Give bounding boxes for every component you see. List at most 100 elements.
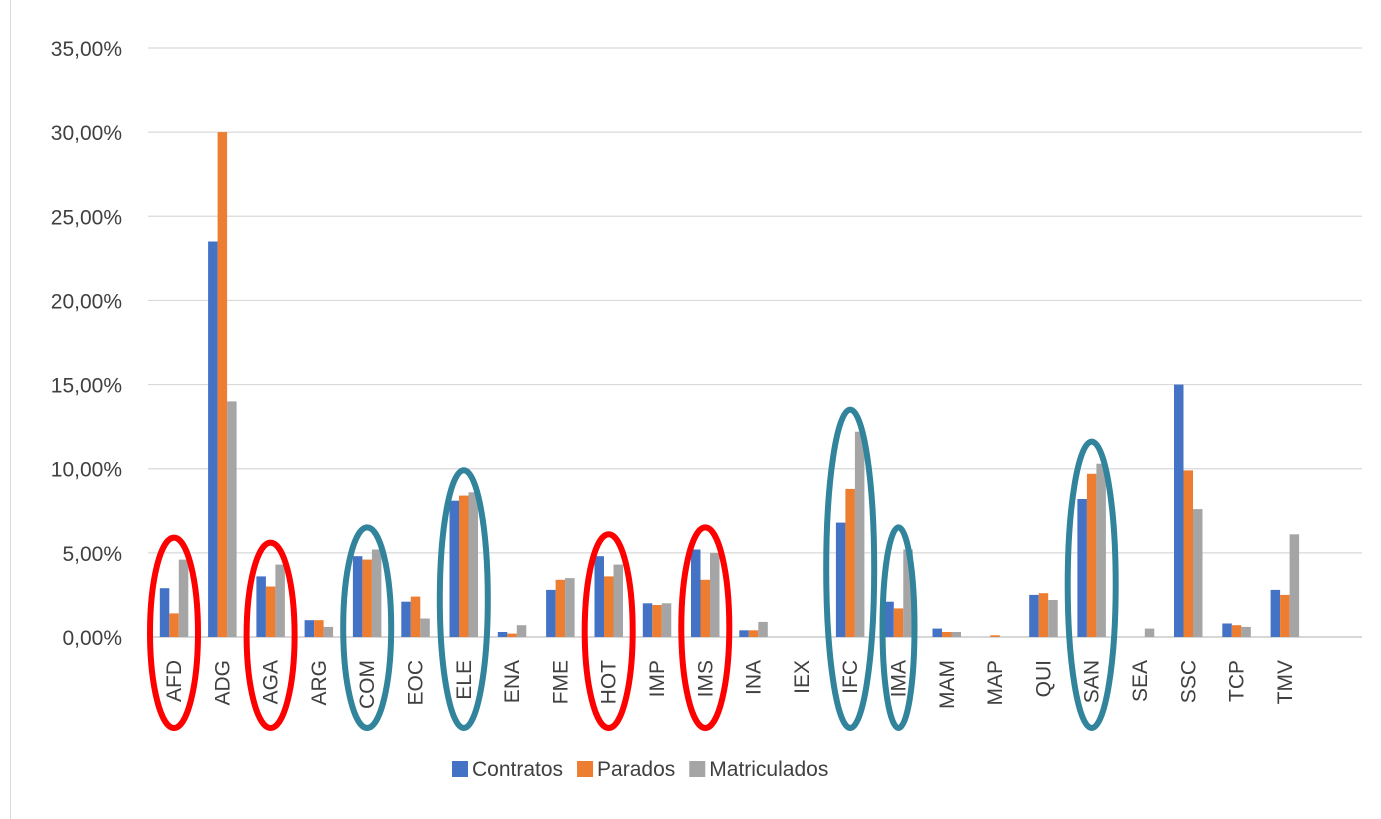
bar-matriculados-arg: [323, 626, 334, 637]
x-tick-label: IFC: [839, 660, 862, 694]
bar-contratos-tcp: [1222, 623, 1232, 637]
bars: [159, 132, 1300, 637]
x-tick-label: QUI: [1032, 660, 1055, 697]
x-tick-label: ARG: [308, 660, 331, 706]
bar-contratos-ina: [739, 630, 749, 637]
y-tick-label: 10,00%: [51, 459, 122, 482]
bar-parados-tcp: [1231, 625, 1242, 637]
x-tick-label: INA: [743, 660, 766, 695]
x-tick-label: SEA: [1129, 660, 1152, 702]
chart-frame: [10, 0, 1381, 819]
bar-matriculados-ifc: [854, 431, 865, 637]
bar-parados-arg: [314, 620, 324, 637]
bar-parados-com: [362, 559, 372, 637]
red-oval-aga: [243, 539, 298, 731]
x-tick-label: AGA: [260, 660, 283, 704]
bar-matriculados-tcp: [1241, 626, 1251, 637]
bar-contratos-ele: [449, 500, 459, 637]
bar-contratos-eoc: [401, 601, 411, 637]
x-tick-label: MAP: [984, 660, 1007, 706]
bar-matriculados-adg: [227, 401, 237, 637]
bar-matriculados-san: [1096, 463, 1106, 637]
legend-label-matriculados: Matriculados: [709, 758, 828, 781]
bar-contratos-qui: [1029, 594, 1039, 637]
bar-matriculados-mam: [951, 632, 961, 637]
bar-matriculados-ims: [710, 552, 720, 637]
bar-matriculados-ssc: [1193, 509, 1203, 637]
bar-matriculados-ina: [758, 621, 768, 637]
bar-matriculados-ima: [903, 549, 913, 637]
bar-parados-map: [990, 635, 1000, 637]
teal-oval-san: [1064, 438, 1119, 731]
bar-matriculados-aga: [275, 564, 285, 637]
bar-parados-ifc: [845, 488, 855, 637]
bar-contratos-hot: [594, 556, 604, 637]
bar-matriculados-sea: [1144, 628, 1155, 637]
bar-matriculados-ena: [516, 625, 527, 637]
bar-contratos-imp: [642, 603, 653, 637]
bar-parados-aga: [265, 586, 276, 637]
x-tick-label: SSC: [1177, 660, 1200, 703]
bar-contratos-mam: [932, 628, 942, 637]
bar-parados-hot: [604, 576, 614, 637]
y-tick-label: 25,00%: [51, 206, 122, 229]
bar-contratos-ena: [497, 632, 508, 637]
bar-parados-ina: [748, 630, 759, 637]
x-tick-label: ENA: [501, 660, 524, 703]
x-tick-label: HOT: [598, 660, 621, 705]
teal-oval-ifc: [823, 406, 878, 731]
red-oval-afd: [147, 534, 201, 731]
legend-label-parados: Parados: [597, 758, 675, 781]
bar-matriculados-com: [371, 549, 382, 637]
x-tick-label: TCP: [1226, 660, 1249, 702]
bar-contratos-afd: [159, 588, 170, 637]
bar-contratos-san: [1077, 499, 1087, 637]
teal-oval-ele: [436, 467, 491, 731]
bar-contratos-fme: [546, 589, 556, 637]
x-tick-label: SAN: [1081, 660, 1104, 703]
y-tick-label: 5,00%: [62, 543, 122, 566]
red-oval-hot: [581, 531, 636, 731]
x-tick-label: MAM: [936, 660, 959, 709]
bar-parados-ims: [700, 579, 710, 637]
bar-parados-ena: [507, 633, 517, 637]
legend: Contratos Parados Matriculados: [452, 758, 828, 781]
bar-contratos-tmv: [1270, 589, 1281, 637]
x-axis-categories: AFD ADG AGA ARG COM EOC ELE ENA FME HOT IMP IMS INA I…: [163, 660, 1297, 709]
x-tick-label: TMV: [1274, 660, 1297, 704]
bar-matriculados-fme: [565, 578, 575, 637]
x-tick-label: IMS: [694, 660, 717, 697]
bar-parados-ima: [893, 608, 904, 637]
bar-parados-afd: [169, 613, 179, 637]
legend-label-contratos: Contratos: [472, 758, 563, 781]
x-tick-label: ELE: [453, 660, 476, 700]
y-tick-label: 20,00%: [51, 290, 122, 313]
bar-contratos-ssc: [1174, 384, 1184, 637]
bar-contratos-adg: [208, 241, 218, 637]
bar-parados-adg: [217, 132, 228, 637]
bar-parados-imp: [652, 605, 662, 637]
x-tick-label: IMP: [646, 660, 669, 697]
x-tick-label: IMA: [888, 660, 911, 697]
bar-matriculados-eoc: [420, 618, 430, 637]
y-tick-label: 30,00%: [51, 122, 122, 145]
bar-parados-eoc: [410, 596, 421, 637]
legend-swatch-matriculados: [689, 761, 706, 777]
x-tick-label: FME: [549, 660, 572, 704]
bar-matriculados-afd: [178, 559, 189, 637]
x-tick-label: ADG: [211, 660, 234, 706]
bar-contratos-ima: [884, 601, 894, 637]
teal-oval-ima: [879, 524, 918, 732]
bar-parados-ele: [459, 495, 469, 637]
bar-parados-fme: [555, 579, 566, 637]
bar-matriculados-hot: [613, 564, 623, 637]
bar-parados-ssc: [1183, 470, 1193, 637]
bar-parados-san: [1086, 473, 1097, 637]
bar-contratos-ifc: [835, 522, 846, 637]
bar-matriculados-tmv: [1289, 534, 1300, 637]
bar-parados-mam: [942, 632, 952, 637]
bar-contratos-aga: [256, 576, 266, 637]
teal-oval-com: [340, 524, 395, 732]
bar-contratos-arg: [304, 620, 315, 637]
